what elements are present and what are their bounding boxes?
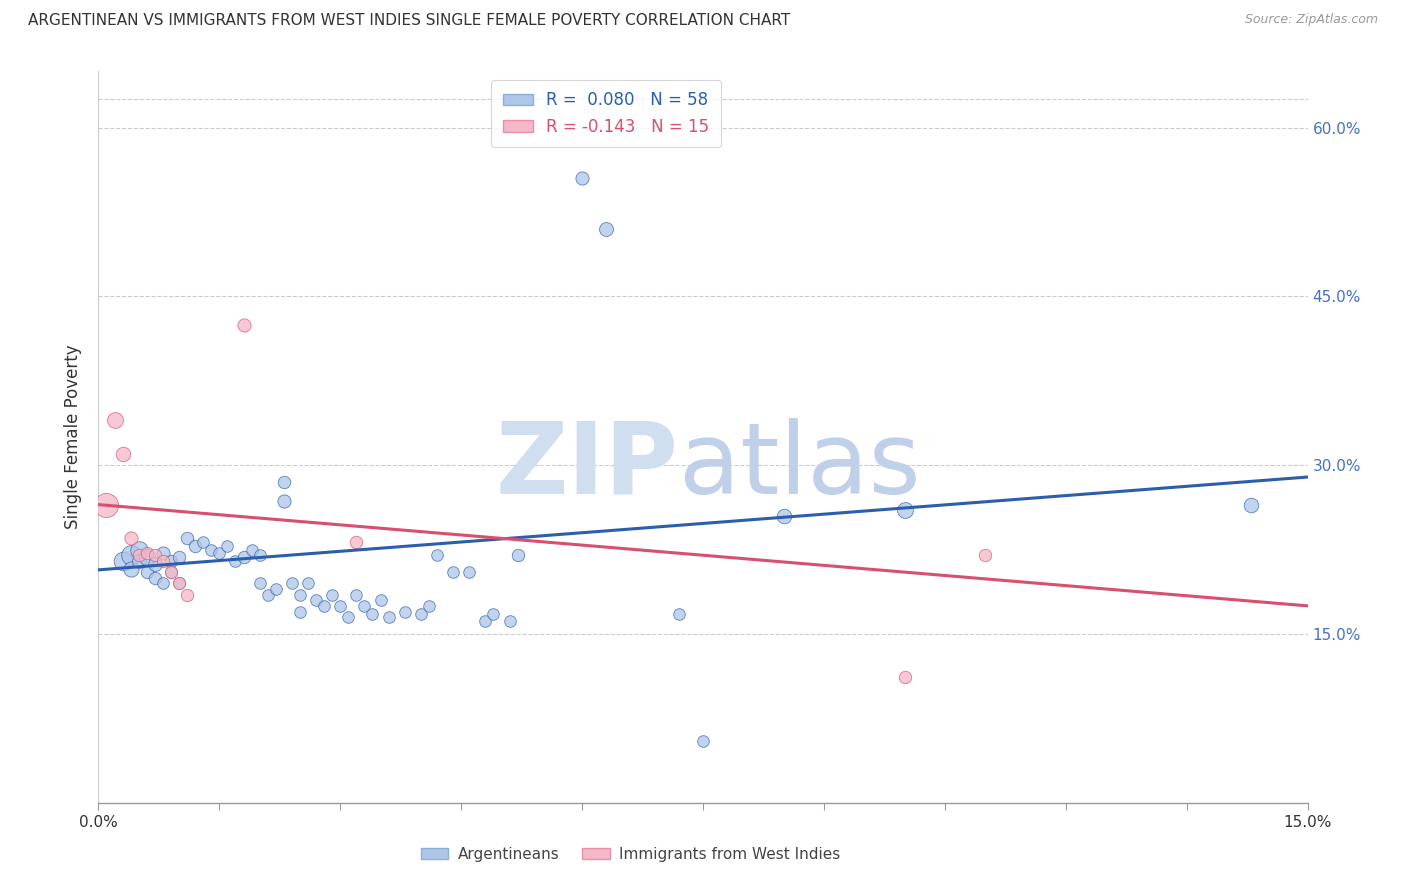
Point [208, 546, 231, 560]
Point [370, 593, 392, 607]
Point [167, 550, 190, 565]
Point [344, 588, 367, 602]
Point [176, 588, 198, 602]
Point [96, 498, 118, 512]
Point [506, 548, 529, 562]
Point [692, 734, 714, 748]
Point [288, 605, 311, 619]
Point [217, 539, 239, 553]
Point [361, 607, 384, 621]
Point [458, 565, 481, 579]
Point [143, 548, 166, 562]
Y-axis label: Single Female Poverty: Single Female Poverty [65, 345, 83, 529]
Point [409, 607, 432, 621]
Point [128, 554, 150, 568]
Point [344, 534, 367, 549]
Text: Source: ZipAtlas.com: Source: ZipAtlas.com [1244, 13, 1378, 27]
Point [668, 607, 690, 621]
Point [103, 413, 125, 427]
Point [167, 576, 190, 591]
Legend: Argentineans, Immigrants from West Indies: Argentineans, Immigrants from West Indie… [415, 841, 846, 868]
Point [160, 565, 183, 579]
Point [474, 614, 496, 628]
Point [120, 562, 142, 576]
Point [152, 554, 174, 568]
Point [1240, 498, 1263, 512]
Point [772, 508, 794, 523]
Point [232, 318, 254, 332]
Point [377, 610, 399, 624]
Point [160, 554, 183, 568]
Point [143, 571, 166, 585]
Point [249, 576, 271, 591]
Point [273, 494, 295, 508]
Point [571, 171, 593, 186]
Point [394, 605, 416, 619]
Point [232, 550, 254, 565]
Point [482, 607, 505, 621]
Text: ZIP: ZIP [496, 417, 679, 515]
Point [176, 532, 198, 546]
Point [184, 539, 207, 553]
Point [128, 542, 150, 557]
Point [120, 548, 142, 562]
Point [111, 447, 134, 461]
Point [273, 475, 295, 489]
Point [167, 576, 190, 591]
Point [152, 546, 174, 560]
Point [426, 548, 449, 562]
Point [120, 532, 142, 546]
Point [160, 565, 183, 579]
Point [441, 565, 464, 579]
Point [135, 546, 157, 560]
Point [329, 599, 352, 613]
Point [337, 610, 360, 624]
Point [418, 599, 440, 613]
Point [498, 614, 520, 628]
Point [353, 599, 375, 613]
Point [314, 599, 336, 613]
Point [893, 503, 915, 517]
Text: ARGENTINEAN VS IMMIGRANTS FROM WEST INDIES SINGLE FEMALE POVERTY CORRELATION CHA: ARGENTINEAN VS IMMIGRANTS FROM WEST INDI… [28, 13, 790, 29]
Point [193, 534, 215, 549]
Point [135, 565, 157, 579]
Point [256, 588, 278, 602]
Point [321, 588, 343, 602]
Point [249, 548, 271, 562]
Point [305, 593, 328, 607]
Point [111, 554, 134, 568]
Text: atlas: atlas [679, 417, 921, 515]
Point [288, 588, 311, 602]
Point [152, 576, 174, 591]
Point [224, 554, 246, 568]
Point [135, 550, 157, 565]
Point [128, 548, 150, 562]
Point [281, 576, 304, 591]
Point [143, 558, 166, 572]
Point [297, 576, 319, 591]
Point [264, 582, 287, 596]
Point [974, 548, 997, 562]
Point [200, 542, 222, 557]
Point [240, 542, 263, 557]
Point [893, 670, 915, 684]
Point [595, 222, 617, 236]
